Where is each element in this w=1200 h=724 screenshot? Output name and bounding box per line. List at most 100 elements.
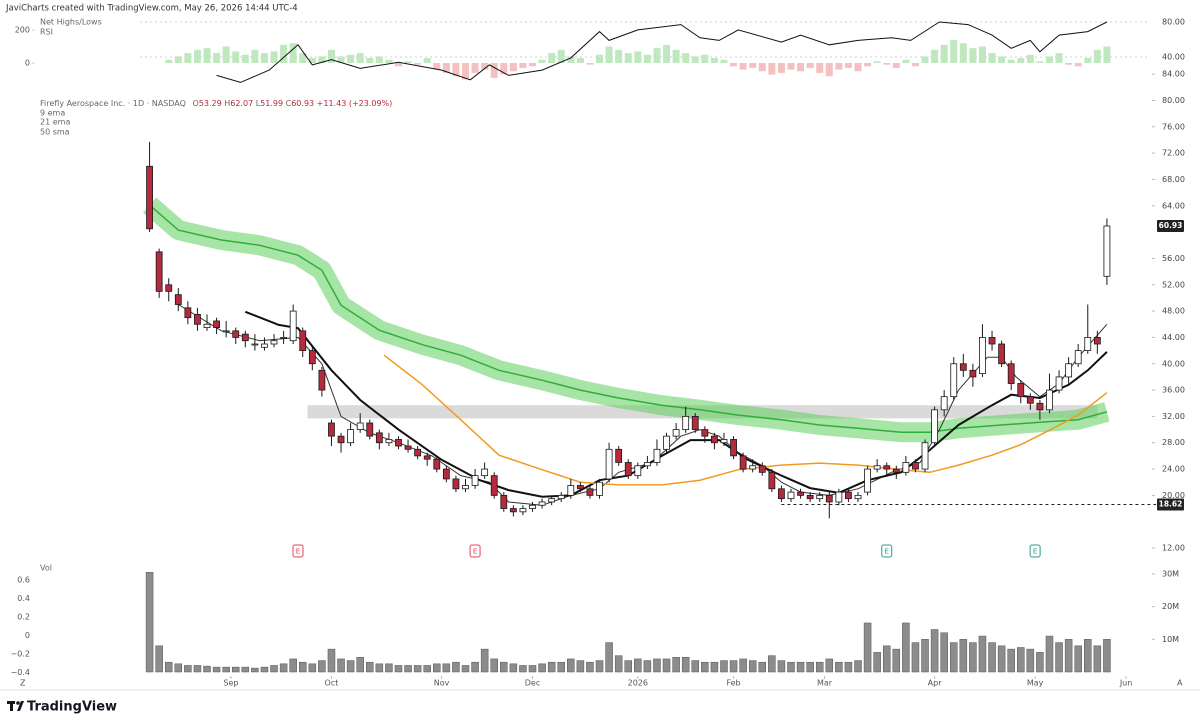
volume-bar xyxy=(164,661,173,673)
volume-bar xyxy=(595,660,604,673)
volume-left-label: −0.2 xyxy=(11,650,30,659)
net-highs-lows-bar xyxy=(710,58,718,63)
volume-bar xyxy=(787,661,795,673)
volume-bar xyxy=(681,657,690,673)
x-tick-label: Feb xyxy=(726,679,740,688)
volume-bar xyxy=(279,663,288,673)
candle-body xyxy=(366,422,374,437)
volume-bar xyxy=(346,660,355,673)
net-highs-lows-bar xyxy=(768,63,776,75)
volume-bar xyxy=(854,660,862,673)
candle-body xyxy=(758,465,766,473)
candle-body xyxy=(538,501,546,506)
net-highs-lows-bar xyxy=(864,63,872,67)
volume-bar xyxy=(605,642,613,673)
ohlc-value: 51.99 xyxy=(260,99,283,108)
net-highs-lows-bar xyxy=(471,63,479,73)
volume-bar xyxy=(940,632,948,673)
candle-body xyxy=(567,485,575,496)
net-highs-lows-bar xyxy=(1084,58,1092,63)
net-highs-lows-bar xyxy=(1103,46,1111,63)
volume-bar xyxy=(1026,648,1035,673)
volume-bar xyxy=(1045,635,1054,673)
bars-tick-label: 0 xyxy=(25,59,30,68)
net-highs-lows-bar xyxy=(1065,63,1073,65)
volume-bar xyxy=(500,661,508,673)
rsi-line xyxy=(216,21,1108,83)
net-highs-lows-bar xyxy=(749,63,757,68)
net-highs-lows-bar xyxy=(174,56,182,63)
level-label: 18.62 xyxy=(1159,499,1183,508)
volume-bar xyxy=(614,655,623,673)
net-highs-lows-bar xyxy=(902,59,910,63)
volume-bar xyxy=(174,663,183,673)
net-highs-lows-bar xyxy=(663,44,671,63)
volume-bar xyxy=(586,661,594,673)
net-highs-lows-bar xyxy=(548,53,556,63)
ma-line xyxy=(383,354,1108,486)
volume-bar xyxy=(557,661,565,673)
candle-body xyxy=(883,465,891,470)
volume-bar xyxy=(308,663,317,673)
last-price-bg xyxy=(1157,220,1184,233)
net-highs-lows-bar xyxy=(1036,61,1044,63)
indicator-name: 9 ema xyxy=(40,109,65,118)
volume-bar xyxy=(327,648,336,673)
candle-body xyxy=(768,471,776,490)
volume-bar xyxy=(155,645,163,673)
volume-bar xyxy=(222,666,230,673)
candle-body xyxy=(835,491,843,503)
volume-bar xyxy=(528,665,537,673)
volume-bar xyxy=(452,661,460,673)
volume-bar xyxy=(796,661,805,673)
x-tick-label: Nov xyxy=(434,679,450,688)
candle-body xyxy=(749,465,757,470)
net-highs-lows-bar xyxy=(509,63,517,72)
volume-bar xyxy=(701,661,709,673)
volume-bar xyxy=(289,658,297,673)
net-highs-lows-bar xyxy=(394,63,402,67)
volume-bar xyxy=(519,665,527,673)
bars-tick-label: 200 xyxy=(15,26,30,35)
candle-body xyxy=(912,462,919,470)
candle-body xyxy=(308,350,316,365)
net-highs-lows-bar xyxy=(586,63,594,65)
candle-body xyxy=(739,455,747,470)
y-tick-label: 76.00 xyxy=(1162,122,1185,131)
volume-bar xyxy=(366,661,374,673)
net-highs-lows-bar xyxy=(318,56,326,63)
volume-bar xyxy=(471,661,479,673)
candle-body xyxy=(663,435,670,450)
net-highs-lows-bar xyxy=(203,48,211,63)
candle-body xyxy=(241,333,249,342)
net-highs-lows-bar xyxy=(615,49,623,63)
candle-body xyxy=(902,462,910,473)
volume-bar xyxy=(356,657,364,673)
candle-body xyxy=(289,310,297,342)
ohlc-label: C xyxy=(286,99,292,108)
net-highs-lows-bar xyxy=(777,63,785,73)
net-highs-lows-bar xyxy=(854,63,862,72)
net-highs-lows-bar xyxy=(576,58,584,63)
volume-bar xyxy=(815,661,824,673)
corner-label: A xyxy=(1177,679,1183,688)
y-tick-label: 12.00 xyxy=(1162,544,1185,553)
volume-bar xyxy=(969,642,977,673)
net-highs-lows-bar xyxy=(911,63,919,67)
volume-left-label: −0.4 xyxy=(11,668,30,677)
y-tick-label: 36.00 xyxy=(1162,386,1185,395)
net-highs-lows-bar xyxy=(519,63,527,68)
candle-body xyxy=(778,488,785,500)
volume-tick-label: 20M xyxy=(1162,602,1179,611)
candle-body xyxy=(691,416,699,430)
net-highs-lows-bar xyxy=(921,56,929,63)
net-highs-lows-bar xyxy=(1017,58,1025,63)
candle-body xyxy=(979,337,986,375)
volume-bar xyxy=(882,645,891,673)
candle-body xyxy=(615,448,623,463)
volume-bar xyxy=(251,667,259,673)
earnings-marker xyxy=(292,544,304,558)
net-highs-lows-bar xyxy=(433,63,441,70)
net-highs-lows-bar xyxy=(787,63,795,70)
